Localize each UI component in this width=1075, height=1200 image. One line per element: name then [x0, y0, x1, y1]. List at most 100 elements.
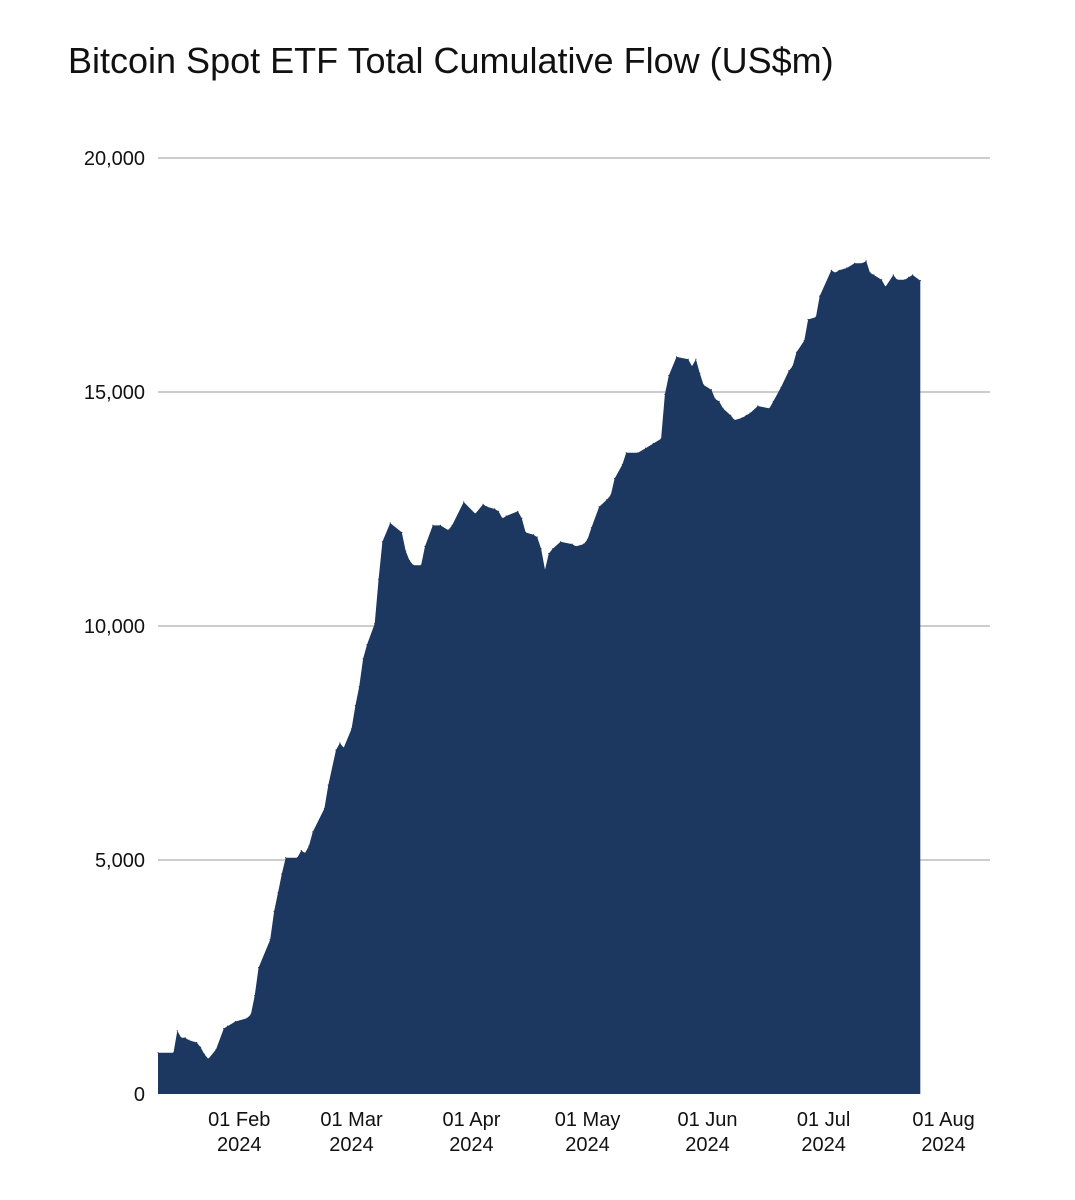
- data-point: [621, 463, 624, 466]
- data-point: [525, 531, 527, 534]
- data-point: [912, 274, 914, 276]
- data-point: [861, 262, 863, 264]
- data-point: [207, 1058, 209, 1060]
- y-axis-ticks: 0 5,000 10,000 15,000 20,000: [84, 148, 145, 1106]
- data-point: [892, 274, 894, 276]
- data-point: [505, 515, 507, 517]
- data-point: [838, 269, 840, 271]
- data-point: [695, 358, 697, 360]
- data-point: [494, 508, 496, 510]
- data-point: [339, 742, 341, 744]
- data-point: [865, 260, 867, 262]
- data-point: [687, 358, 689, 360]
- data-point: [227, 1025, 229, 1027]
- x-tick-label: 01 Mar: [320, 1109, 383, 1131]
- data-point: [583, 543, 585, 545]
- data-point: [451, 524, 453, 527]
- data-point: [362, 658, 364, 660]
- y-tick-label: 0: [134, 1084, 145, 1106]
- data-point: [645, 447, 647, 449]
- data-point: [521, 517, 523, 520]
- data-point: [780, 386, 782, 388]
- data-point: [172, 1052, 175, 1054]
- data-point: [497, 510, 500, 512]
- data-point: [447, 529, 449, 531]
- data-point: [296, 857, 298, 859]
- area-series: [157, 260, 921, 1094]
- data-point: [768, 407, 771, 409]
- data-point: [590, 527, 593, 529]
- data-point: [795, 351, 798, 353]
- data-point: [184, 1037, 186, 1039]
- data-point: [807, 318, 809, 321]
- data-point: [285, 857, 287, 859]
- data-point: [745, 414, 747, 416]
- data-point: [896, 279, 898, 281]
- data-point: [439, 524, 442, 527]
- y-tick-label: 15,000: [84, 382, 145, 404]
- data-point: [486, 506, 488, 508]
- x-tick-year-label: 2024: [801, 1134, 846, 1156]
- x-tick-label: 01 Jun: [677, 1109, 737, 1131]
- data-point: [358, 686, 360, 688]
- data-point: [803, 339, 805, 342]
- data-point: [610, 494, 612, 496]
- data-point: [606, 499, 608, 501]
- data-point: [919, 280, 921, 282]
- x-tick-label: 01 Aug: [912, 1109, 974, 1131]
- x-tick-year-label: 2024: [921, 1134, 966, 1156]
- data-point: [408, 559, 411, 562]
- data-point: [269, 939, 271, 941]
- data-point: [401, 531, 403, 534]
- data-point: [749, 412, 751, 414]
- data-point: [772, 400, 774, 402]
- data-point: [343, 747, 345, 749]
- data-point: [703, 384, 705, 386]
- y-tick-label: 5,000: [95, 850, 145, 872]
- x-tick-year-label: 2024: [565, 1134, 610, 1156]
- data-point: [598, 506, 600, 508]
- data-point: [366, 644, 368, 646]
- data-point: [637, 452, 639, 454]
- data-point: [815, 316, 817, 318]
- data-point: [873, 274, 875, 276]
- data-point: [881, 279, 883, 281]
- x-tick-label: 01 May: [555, 1109, 621, 1131]
- data-point: [834, 272, 836, 274]
- data-point: [335, 749, 337, 751]
- data-point: [258, 967, 260, 969]
- data-point: [180, 1037, 182, 1039]
- data-point: [544, 569, 546, 571]
- data-point: [660, 438, 662, 440]
- data-point: [412, 564, 414, 566]
- data-point: [420, 564, 422, 566]
- x-tick-label: 01 Feb: [208, 1109, 270, 1131]
- data-point: [741, 417, 743, 419]
- y-tick-label: 20,000: [84, 148, 145, 170]
- data-point: [200, 1046, 202, 1048]
- data-point: [312, 831, 314, 833]
- data-point: [536, 536, 538, 538]
- x-tick-label: 01 Jul: [797, 1109, 850, 1131]
- data-point: [501, 517, 503, 520]
- data-point: [250, 1013, 252, 1016]
- data-point: [176, 1030, 178, 1032]
- data-point: [482, 503, 484, 505]
- data-point: [714, 398, 716, 400]
- data-point: [819, 295, 821, 297]
- area-fill: [158, 261, 921, 1094]
- data-point: [722, 407, 724, 409]
- data-point: [710, 389, 713, 391]
- data-point: [614, 478, 616, 480]
- data-point: [846, 267, 848, 269]
- data-point: [691, 365, 693, 367]
- data-point: [157, 1052, 159, 1054]
- data-point: [586, 538, 589, 541]
- data-point: [196, 1041, 198, 1044]
- data-point: [389, 522, 391, 524]
- data-point: [300, 850, 302, 852]
- data-point: [571, 543, 573, 545]
- data-point: [188, 1039, 190, 1041]
- data-point: [254, 995, 256, 997]
